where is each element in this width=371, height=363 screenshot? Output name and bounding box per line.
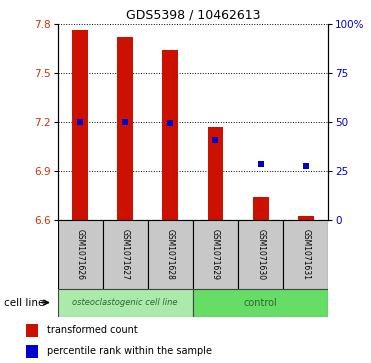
Text: cell line: cell line (4, 298, 44, 307)
Bar (58, 220, 103, 289)
Bar (103, 220, 148, 289)
Text: GSM1071629: GSM1071629 (211, 229, 220, 280)
Bar (162, 50, 178, 220)
Bar (58, 289, 193, 317)
Text: control: control (244, 298, 278, 307)
Text: percentile rank within the sample: percentile rank within the sample (47, 346, 212, 356)
Bar (193, 289, 328, 317)
Text: osteoclastogenic cell line: osteoclastogenic cell line (72, 298, 178, 307)
Text: GSM1071627: GSM1071627 (121, 229, 130, 280)
Bar (193, 220, 238, 289)
Title: GDS5398 / 10462613: GDS5398 / 10462613 (126, 8, 260, 21)
Bar (72, 30, 88, 220)
Bar (26, 345, 38, 358)
Bar (298, 216, 313, 220)
Bar (253, 197, 269, 220)
Bar (208, 126, 223, 220)
Bar (26, 323, 38, 337)
Text: transformed count: transformed count (47, 325, 138, 335)
Bar (238, 220, 283, 289)
Text: GSM1071628: GSM1071628 (166, 229, 175, 280)
Text: GSM1071626: GSM1071626 (76, 229, 85, 280)
Bar (117, 37, 133, 220)
Text: GSM1071631: GSM1071631 (301, 229, 310, 280)
Bar (148, 220, 193, 289)
Bar (283, 220, 328, 289)
Text: GSM1071630: GSM1071630 (256, 229, 265, 280)
